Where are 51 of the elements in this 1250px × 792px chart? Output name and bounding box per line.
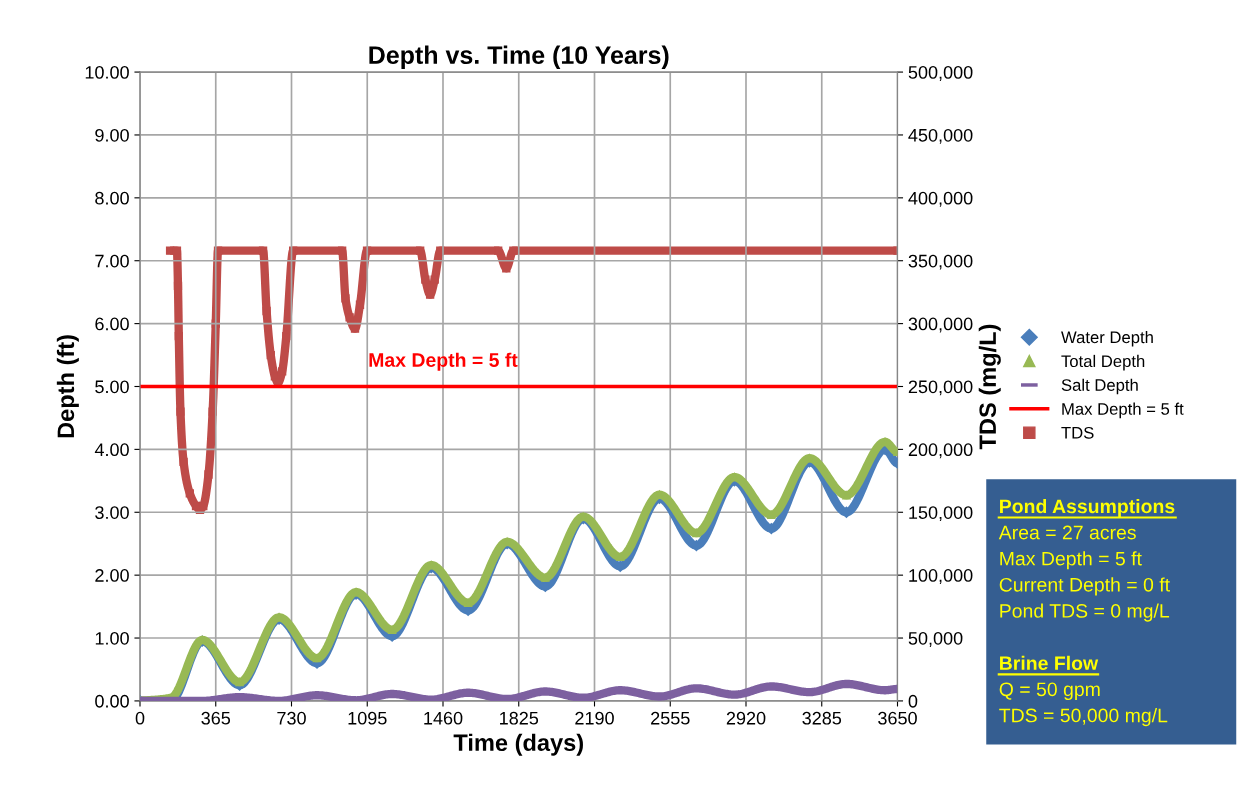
x-axis-title: Time (days) <box>453 733 583 756</box>
y2-axis-title: TDS (mg/L) <box>978 324 1001 450</box>
legend-label: Salt Depth <box>1061 378 1138 395</box>
chart-title: Depth vs. Time (10 Years) <box>369 45 669 69</box>
y2-tick-label: 150,000 <box>909 506 973 522</box>
y-tick-label: 1.00 <box>95 631 129 645</box>
x-tick-label: 2190 <box>575 711 614 725</box>
x-tick-label: 1095 <box>348 711 387 725</box>
x-tick-label: 2555 <box>651 711 690 725</box>
x-tick-label: 730 <box>277 711 306 725</box>
y2-tick-label: 350,000 <box>908 254 973 270</box>
x-tick-label: 3650 <box>878 711 917 725</box>
y2-tick-label: 50,000 <box>908 631 963 647</box>
y-tick-label: 9.00 <box>95 128 129 142</box>
y2-tick-label: 500,000 <box>908 66 973 81</box>
text: Brine Flow <box>1000 655 1099 671</box>
y2-tick-label: 250,000 <box>908 380 973 396</box>
x-tick-label: 2920 <box>726 711 766 725</box>
y-tick-label: 10.00 <box>85 66 129 79</box>
y-tick-label: 0.00 <box>95 694 129 708</box>
y2-tick-label: 0 <box>908 694 918 708</box>
y2-tick-label: 400,000 <box>908 191 973 207</box>
text: Pond TDS = 0 mg/L <box>1000 603 1170 622</box>
y2-tick-label: 200,000 <box>908 443 973 459</box>
y-tick-label: 4.00 <box>94 443 129 457</box>
y-tick-label: 2.00 <box>95 569 129 582</box>
legend-label: Water Depth <box>1061 330 1153 347</box>
text: Max Depth = 5 ft <box>369 352 518 371</box>
y2-tick-label: 100,000 <box>909 569 973 584</box>
x-tick-label: 0 <box>135 711 145 725</box>
text: Area = 27 acres <box>998 525 1136 540</box>
y-tick-label: 5.00 <box>95 380 129 394</box>
y-tick-label: 7.00 <box>95 254 129 268</box>
legend-label: Max Depth = 5 ft <box>1062 402 1184 419</box>
y2-tick-label: 450,000 <box>908 128 973 144</box>
text: Current Depth = 0 ft <box>999 577 1170 596</box>
x-tick-label: 3285 <box>802 711 842 725</box>
y-tick-label: 8.00 <box>95 191 129 205</box>
y2-tick-label: 300,000 <box>908 317 973 333</box>
y-axis-title: Depth (ft) <box>56 335 79 438</box>
legend-label: TDS <box>1061 426 1094 439</box>
text: Max Depth = 5 ft <box>1000 551 1142 570</box>
text: TDS = 50,000 mg/L <box>999 708 1168 727</box>
text: Pond Assumptions <box>1000 498 1175 518</box>
y-tick-label: 6.00 <box>95 317 129 331</box>
x-tick-label: 1825 <box>500 711 539 725</box>
x-tick-label: 365 <box>201 711 231 725</box>
x-tick-label: 1460 <box>424 711 463 725</box>
legend-label: Total Depth <box>1061 354 1145 371</box>
y-tick-label: 3.00 <box>95 506 129 519</box>
text: Q = 50 gpm <box>999 682 1100 701</box>
